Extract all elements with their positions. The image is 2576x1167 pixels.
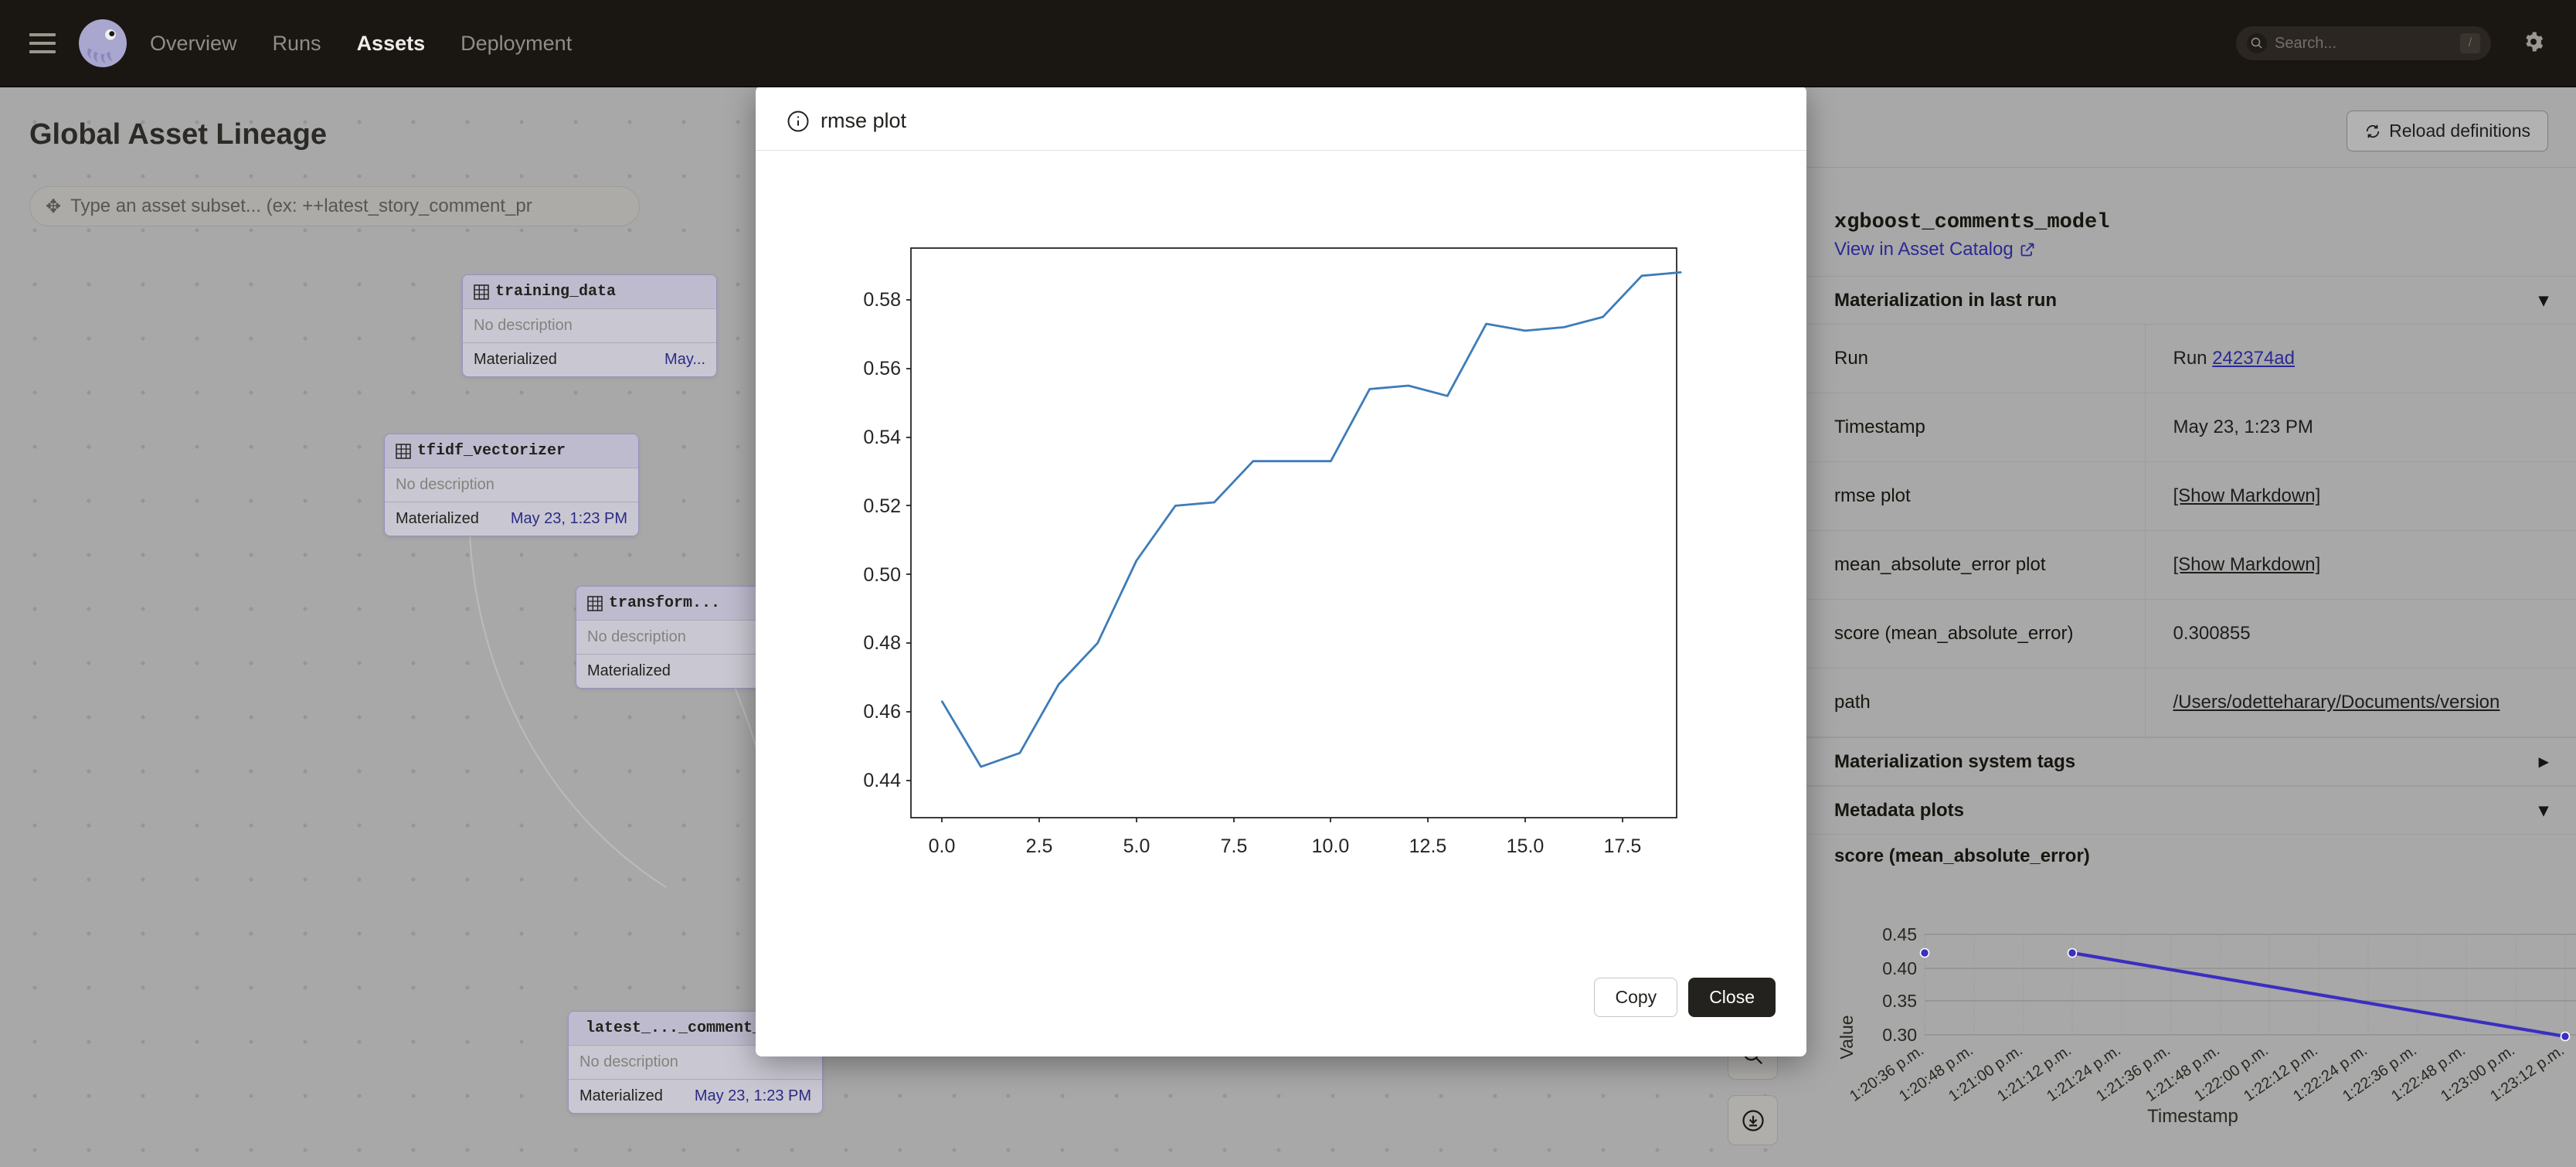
svg-text:17.5: 17.5 <box>1604 835 1642 857</box>
svg-text:Value: Value <box>1837 1015 1857 1059</box>
svg-text:0.50: 0.50 <box>863 564 901 586</box>
svg-text:0.0: 0.0 <box>929 835 956 857</box>
svg-text:0.58: 0.58 <box>863 289 901 311</box>
svg-text:0.52: 0.52 <box>863 495 901 517</box>
svg-text:0.54: 0.54 <box>863 427 901 448</box>
svg-text:12.5: 12.5 <box>1409 835 1447 857</box>
svg-text:10.0: 10.0 <box>1312 835 1350 857</box>
svg-text:0.56: 0.56 <box>863 358 901 379</box>
svg-text:7.5: 7.5 <box>1221 835 1248 857</box>
svg-text:Timestamp: Timestamp <box>2147 1106 2238 1127</box>
svg-text:0.44: 0.44 <box>863 770 901 791</box>
svg-text:0.46: 0.46 <box>863 701 901 723</box>
svg-text:2.5: 2.5 <box>1026 835 1053 857</box>
svg-text:0.40: 0.40 <box>1882 958 1917 978</box>
svg-text:5.0: 5.0 <box>1123 835 1150 857</box>
svg-text:15.0: 15.0 <box>1507 835 1545 857</box>
svg-text:0.30: 0.30 <box>1882 1025 1917 1045</box>
svg-text:0.35: 0.35 <box>1882 991 1917 1011</box>
svg-text:0.45: 0.45 <box>1882 924 1917 944</box>
svg-text:0.48: 0.48 <box>863 632 901 654</box>
